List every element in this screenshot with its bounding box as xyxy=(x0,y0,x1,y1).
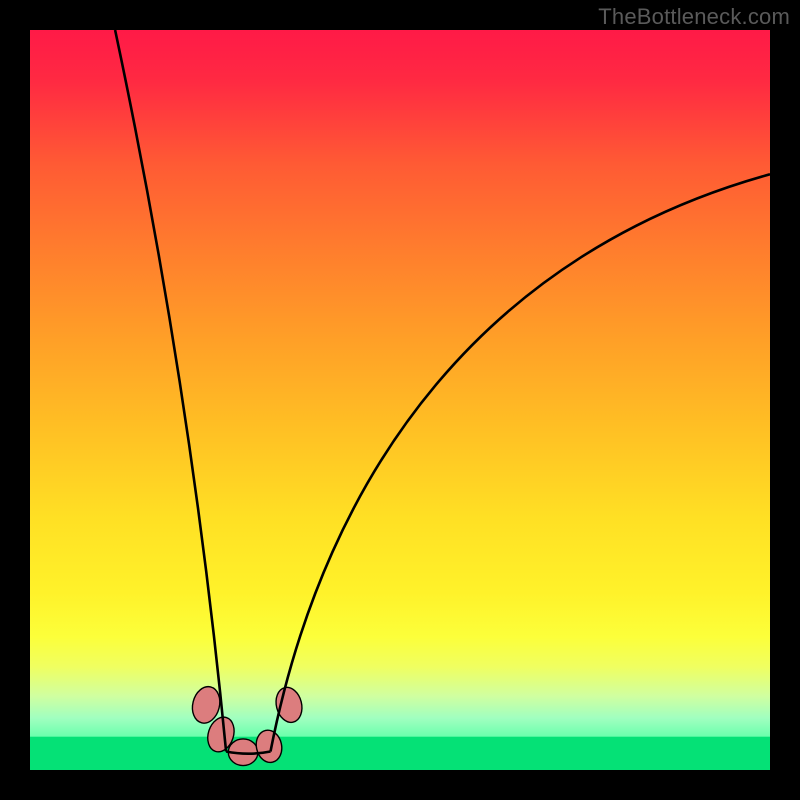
valley-blob xyxy=(253,728,284,765)
curve-left-branch xyxy=(115,30,226,752)
watermark-text: TheBottleneck.com xyxy=(598,4,790,30)
curve-right-branch xyxy=(271,174,771,751)
plot-area xyxy=(30,30,770,770)
curve-layer xyxy=(30,30,770,770)
